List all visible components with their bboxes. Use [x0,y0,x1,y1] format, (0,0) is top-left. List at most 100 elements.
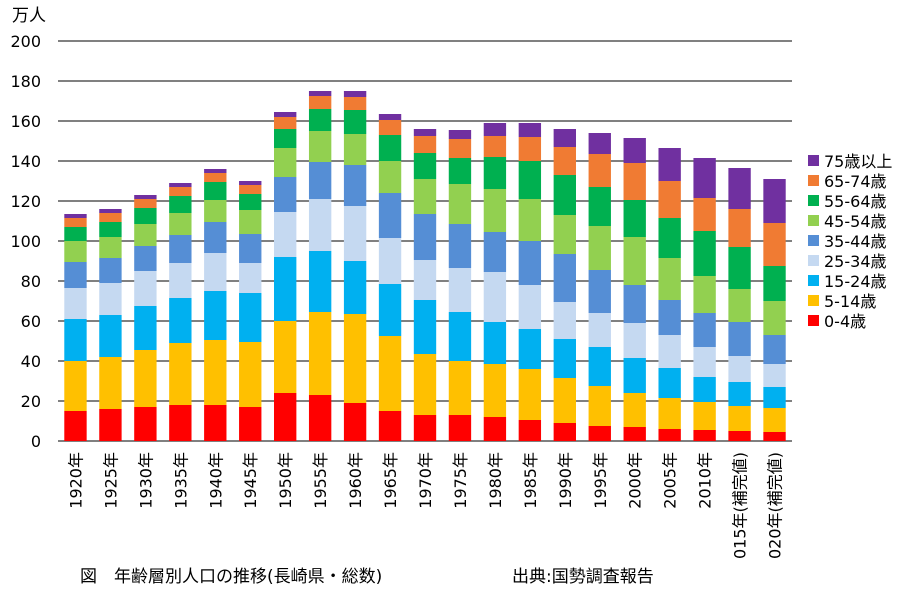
bar-segment [658,181,681,218]
legend-label: 15-24歳 [824,272,887,291]
x-tick-label: 1940年 [206,452,225,509]
bar-segment [693,276,716,313]
bar-segment [274,393,297,441]
y-tick-label: 40 [21,352,41,371]
bar-segment [169,196,192,213]
bar-segment [99,213,122,222]
bar-segment [518,420,542,441]
bar-segment [553,302,576,339]
y-tick-label: 20 [21,392,41,411]
bar-segment [728,356,751,382]
bar-segment [99,237,122,258]
bar-segment [693,198,716,231]
bar-segment [343,314,367,403]
bar-segment [728,431,751,441]
bar-segment [763,432,786,441]
bar-segment [483,189,507,232]
y-tick-label: 140 [10,152,41,171]
bar-segment [343,403,367,441]
x-tick-label: 1975年 [451,452,470,509]
stacked-bar-chart: 万人 0 20 40 60 80 100 120 140 160 180 200 1920年 1925年 1… [10,6,892,560]
bar-segment [518,285,542,329]
bar-segment [413,415,437,441]
bar-segment [623,138,646,163]
bar-segment [99,357,122,409]
x-tick-label: 2005年 [661,452,680,509]
bar-segment [64,214,87,218]
bar-segment [588,154,611,187]
bar-segment [134,246,157,271]
bar-segment [413,136,437,153]
x-tick-label: 1990年 [556,452,575,509]
bar-segment [378,193,402,238]
bar-segment [343,134,367,165]
bar-segment [553,215,576,254]
bar-segment [378,161,402,193]
bar-segment [99,409,122,441]
bar-segment [378,284,402,336]
bar-segment [134,350,157,407]
bar-segment [553,175,576,215]
bar-segment [239,210,262,234]
bar-segment [553,378,576,423]
bar-segment [378,135,402,161]
bar-segment [448,312,472,361]
bar-segment [623,163,646,200]
bar-segment [239,263,262,293]
bar-segment [588,133,611,154]
bar-segment [204,173,227,182]
bar-segment [728,289,751,322]
bar-segment [518,161,542,199]
x-tick-label: 1970年 [416,452,435,509]
bar-segment [134,271,157,306]
bar-segment [588,347,611,386]
legend-swatch [808,255,819,266]
bar-segment [378,114,402,120]
bar-segment [413,300,437,354]
bar-segment [204,200,227,222]
bar-segment [274,112,297,117]
bar-segment [448,361,472,415]
bar-segment [588,386,611,426]
bar-segment [274,117,297,129]
bar-segment [239,342,262,407]
x-tick-label: 1960年 [346,452,365,509]
bar-segment [239,194,262,210]
bar-segment [763,301,786,335]
legend-swatch [808,155,819,166]
bar-segment [588,226,611,270]
bar-segment [448,139,472,158]
bar-segment [378,120,402,135]
x-tick-label: 1955年 [311,452,330,509]
bar-segment [693,347,716,377]
bar-segment [308,251,332,312]
bar-segment [658,258,681,300]
bar-segment [99,315,122,357]
legend-swatch [808,175,819,186]
legend-swatch [808,275,819,286]
x-tick-label: 2015年(補完値) [731,452,750,560]
bar-segment [343,97,367,110]
bar-segment [64,288,87,319]
x-tick-label: 1925年 [101,452,120,509]
bar-segment [658,368,681,398]
bar-segment [343,165,367,206]
bar-segment [658,429,681,441]
bar-segment [239,185,262,194]
bar-segment [623,200,646,237]
bar-segment [448,158,472,184]
bar-segment [204,253,227,291]
bar-segment [378,336,402,411]
bar-segment [134,407,157,441]
bar-segment [658,335,681,368]
bar-segment [448,130,472,139]
bar-segment [169,343,192,405]
legend-swatch [808,195,819,206]
bar-segment [483,136,507,157]
legend-label: 35-44歳 [824,232,887,251]
bar-segment [448,415,472,441]
figure-caption: 図 年齢層別人口の推移(長崎県・総数) [80,567,383,587]
bar-segment [134,195,157,199]
y-tick-label: 120 [10,192,41,211]
bar-segment [64,218,87,227]
